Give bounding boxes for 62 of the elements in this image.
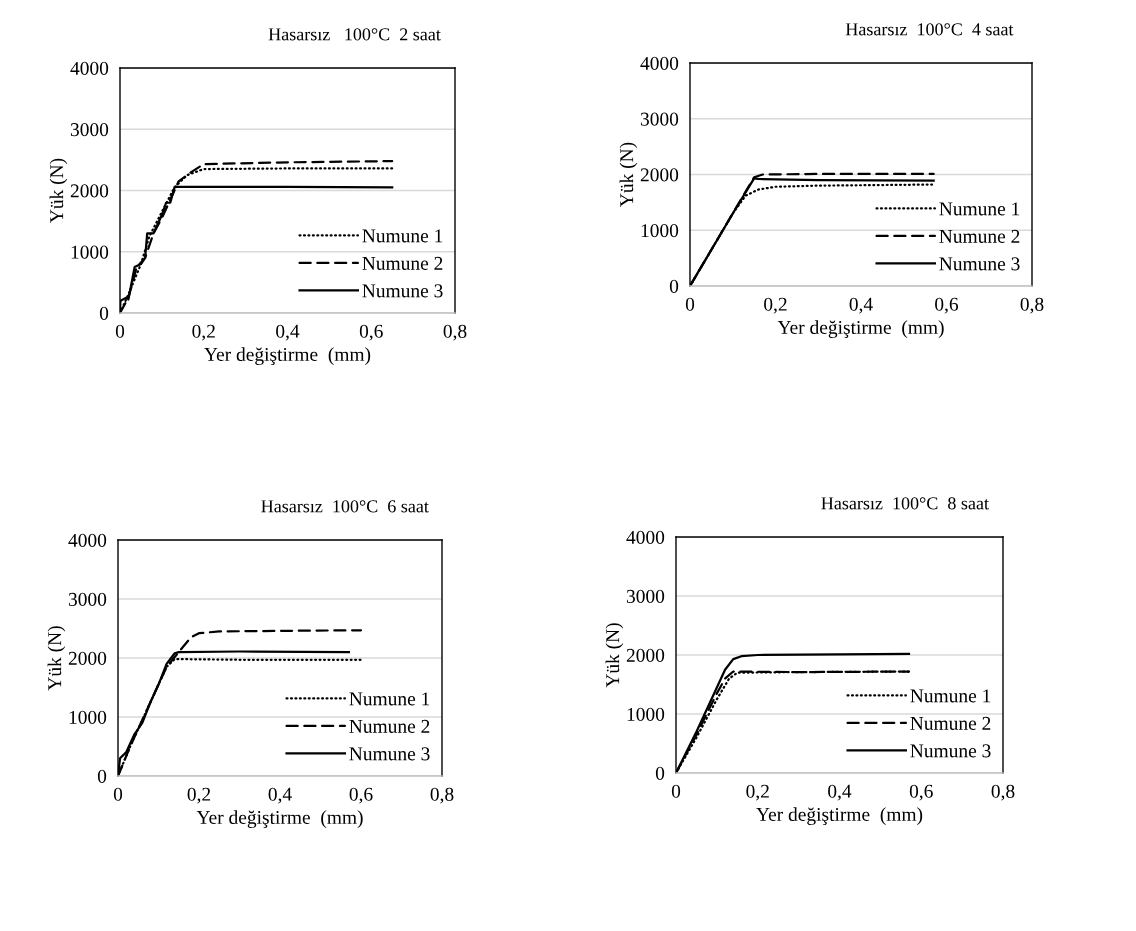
y-tick-label: 1000 [69,710,107,724]
y-tick-label: 3000 [640,112,679,126]
x-axis-title: Yer değiştirme (mm) [756,807,923,825]
legend-label: Numune 3 [362,284,443,298]
x-tick-label: 0,4 [276,324,300,341]
y-tick-label: 4000 [70,61,109,75]
y-axis-title: Yük (N) [49,158,68,223]
y-tick-label: 2000 [640,168,679,182]
x-tick-label: 0,2 [187,787,211,804]
legend-label: Numune 1 [939,202,1020,216]
legend-label: Numune 2 [349,719,430,733]
legend-label: Numune 1 [362,229,443,243]
x-tick-label: 0,6 [935,297,959,314]
legend-label: Numune 1 [349,692,430,706]
y-tick-label: 0 [669,279,679,293]
y-tick-label: 3000 [626,589,665,603]
x-tick-label: 0,2 [192,324,215,341]
x-tick-label: 0,4 [828,784,852,801]
x-tick-label: 0,8 [430,787,454,804]
y-tick-label: 1000 [641,224,679,238]
x-tick-label: 0,8 [443,324,467,341]
x-axis-title: Yer değiştirme (mm) [204,347,371,365]
chart-title: Hasarsız 100°C 6 saat [261,500,429,513]
y-tick-label: 2000 [626,648,665,662]
y-tick-label: 4000 [68,533,107,547]
y-tick-label: 4000 [640,56,679,70]
chart-title: Hasarsız 100°C 8 saat [821,497,989,510]
x-tick-label: 0,6 [349,787,373,804]
x-tick-label: 0 [685,297,695,311]
x-tick-label: 0 [115,324,125,338]
legend-label: Numune 2 [910,716,991,730]
x-tick-label: 0,8 [991,784,1015,801]
y-tick-label: 2000 [70,184,109,198]
x-tick-label: 0,4 [268,787,292,804]
y-tick-label: 1000 [71,245,109,259]
y-axis-title: Yük (N) [47,626,66,691]
y-tick-label: 1000 [627,707,665,721]
legend-label: Numune 3 [349,747,430,761]
x-tick-label: 0,8 [1020,297,1044,314]
chart-title: Hasarsız 100°C 4 saat [845,23,1014,36]
x-tick-label: 0,2 [746,784,769,801]
x-tick-label: 0,4 [849,297,873,314]
legend-label: Numune 1 [910,689,991,703]
y-tick-label: 3000 [70,123,109,137]
y-tick-label: 0 [97,769,107,783]
chart-title: Hasarsız 100°C 2 saat [268,28,441,41]
legend-label: Numune 2 [939,229,1020,243]
y-tick-label: 0 [655,766,665,780]
y-tick-label: 2000 [68,651,107,665]
x-tick-label: 0,6 [359,324,383,341]
x-tick-label: 0 [113,787,123,801]
legend-label: Numune 3 [910,744,991,758]
x-tick-label: 0,6 [909,784,933,801]
y-tick-label: 3000 [68,592,107,606]
x-axis-title: Yer değiştirme (mm) [196,810,363,828]
x-axis-title: Yer değiştirme (mm) [777,320,944,338]
legend-label: Numune 2 [362,256,443,270]
x-tick-label: 0,2 [764,297,787,314]
y-axis-title: Yük (N) [619,142,638,207]
y-axis-title: Yük (N) [605,623,624,688]
y-tick-label: 4000 [626,530,665,544]
legend-label: Numune 3 [939,257,1020,271]
